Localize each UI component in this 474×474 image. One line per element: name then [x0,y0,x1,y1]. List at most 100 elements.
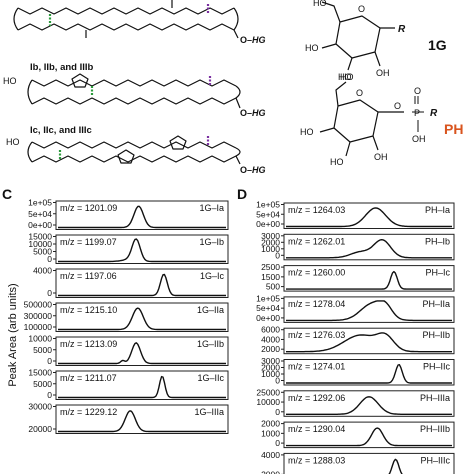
y-tick-label: 500000 [24,300,53,310]
intensity-trace [286,300,452,322]
y-tick-label: 5000 [33,379,52,389]
y-tick-label: 0e+00 [28,220,52,230]
subplot-frame [55,370,229,400]
subplot-frame [55,234,229,264]
y-tick-label: 3000 [261,356,280,366]
intensity-trace [286,427,452,447]
phospho-ho-bottom: HO [330,157,344,167]
subplot-frame [283,452,455,474]
subplot-frame [283,421,455,449]
y-tick-label: 0 [275,407,280,417]
mz-label: m/z = 1215.10 [60,305,117,315]
sample-label: 1G–IIb [197,339,224,349]
y-tick-label: 4000 [33,266,52,276]
mz-label: m/z = 1292.06 [288,393,345,403]
sample-label: PH–IIc [423,362,451,372]
y-tick-label: 100000 [24,322,53,332]
headgroup-label-ph: PH [444,121,463,137]
mz-label: m/z = 1274.01 [288,362,345,372]
y-tick-label: 5e+04 [256,303,280,313]
lipid-label-c: Ic, IIc, and IIIc [30,125,92,136]
y-tick-label: 1e+05 [28,198,52,208]
phospho-p: P [414,108,420,118]
panel-c-label: C [2,186,12,202]
phospho-double-o: O [414,86,421,96]
phospho-ring-o: O [356,88,363,98]
lipid-c-o-hg: O–HG [240,165,266,175]
lipid-c-ho: HO [6,137,20,147]
subplot-frame [283,233,455,261]
subplot-1G–Ic: 4000 0 m/z = 1197.06 1G–Ic [33,266,229,298]
subplot-PH–IIIc: 4000 2000 m/z = 1288.03 PH–IIIc [261,450,455,474]
mz-label: m/z = 1288.03 [288,455,345,465]
glycosyl-oh-right: OH [376,68,390,78]
lipid-structure-c [27,135,241,165]
lipid-b-o-hg: O–HG [240,108,266,118]
subplot-frame [55,302,229,332]
phospho-headgroup-structure: HO O O P O OH R HO HO OH [300,72,438,167]
intensity-trace [58,238,226,263]
y-tick-label: 2000 [261,237,280,247]
intensity-trace [286,270,452,290]
mz-label: m/z = 1276.03 [288,330,345,340]
y-tick-label: 10000 [256,397,280,407]
subplot-frame [55,404,229,434]
lipid-a-o-hg: O–HG [240,35,266,45]
subplot-frame [283,265,455,292]
y-tick-label: 0 [47,288,52,298]
subplot-frame [283,359,455,386]
y-tick-label: 2000 [261,363,280,373]
mz-label: m/z = 1199.07 [60,237,117,247]
mz-label: m/z = 1278.04 [288,299,345,309]
y-tick-label: 25000 [256,387,280,397]
y-tick-label: 30000 [28,402,52,412]
sample-label: PH–Ic [425,268,450,278]
glycosyl-ho-bottom: HO [338,72,352,82]
y-tick-label: 0e+00 [256,313,280,323]
subplot-frame [283,327,455,355]
y-tick-label: 5000 [33,345,52,355]
sample-label: PH–Ia [425,205,450,215]
sample-label: 1G–IIIa [194,407,224,417]
sample-label: PH–IIb [422,330,450,340]
mz-label: m/z = 1201.09 [60,203,117,213]
y-tick-label: 10000 [28,334,52,344]
phospho-oh: OH [412,134,426,144]
y-tick-label: 2000 [261,344,280,354]
intensity-trace [58,273,226,297]
mz-label: m/z = 1213.09 [60,339,117,349]
subplot-frame [55,336,229,366]
y-tick-label: 0 [275,438,280,448]
sample-label: PH–IIIb [420,424,450,434]
y-tick-label: 6000 [261,325,280,335]
intensity-trace [58,410,226,433]
sample-label: 1G–Ib [199,237,224,247]
y-axis-label: Peak Area (arb units) [7,283,19,386]
y-tick-label: 2000 [261,469,280,474]
intensity-trace [58,307,226,331]
intensity-trace [58,375,226,399]
glycosyl-ho-left: HO [305,43,319,53]
y-tick-label: 1e+05 [256,200,280,210]
mz-label: m/z = 1264.03 [288,205,345,215]
y-tick-label: 0 [47,390,52,400]
lipid-structure-a [13,0,239,39]
glycosyl-headgroup-structure: O HO R OH HO HO [305,0,406,82]
sample-label: PH–IIa [422,299,450,309]
phospho-ho-top: HO [340,72,354,82]
lipid-b-ho: HO [3,76,17,86]
y-tick-label: 3000 [261,231,280,241]
y-tick-label: 5e+04 [256,209,280,219]
y-tick-label: 15000 [28,232,52,242]
